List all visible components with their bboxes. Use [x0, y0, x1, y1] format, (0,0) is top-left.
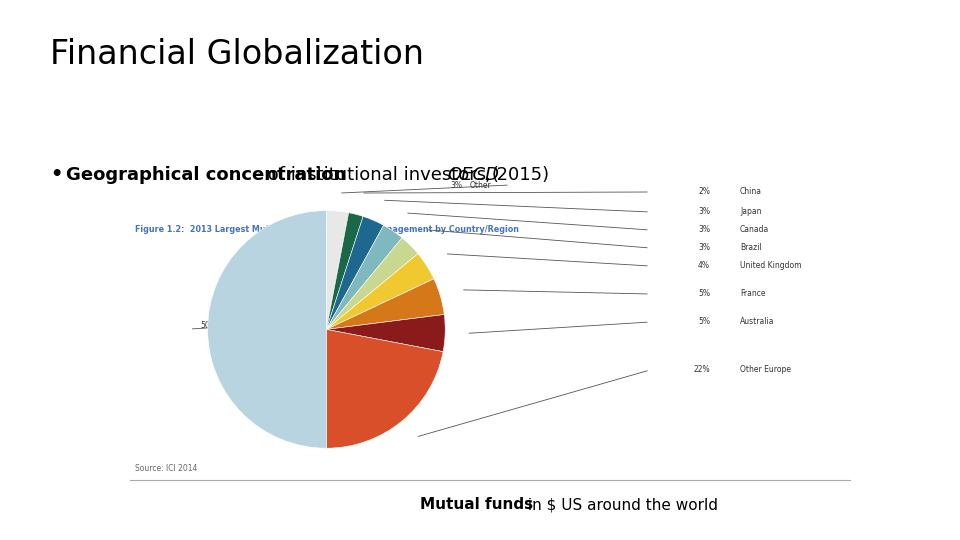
- Text: 5%: 5%: [698, 289, 710, 299]
- Text: Brazil: Brazil: [740, 244, 761, 253]
- Text: United Kingdom: United Kingdom: [740, 261, 802, 271]
- Text: Geographical concentration: Geographical concentration: [66, 166, 347, 184]
- Text: Canada: Canada: [740, 226, 769, 234]
- Wedge shape: [326, 238, 418, 329]
- Wedge shape: [326, 279, 444, 329]
- Text: Other Europe: Other Europe: [740, 366, 791, 375]
- Text: •: •: [50, 165, 62, 185]
- Text: Source: ICI 2014: Source: ICI 2014: [135, 464, 198, 473]
- Text: Japan: Japan: [740, 207, 761, 217]
- Wedge shape: [326, 314, 445, 352]
- Text: 3%: 3%: [698, 207, 710, 217]
- Text: Other: Other: [470, 180, 492, 190]
- Text: 22%: 22%: [693, 366, 710, 375]
- Wedge shape: [326, 211, 348, 329]
- Text: , 2015): , 2015): [485, 166, 549, 184]
- Text: China: China: [740, 187, 762, 197]
- Wedge shape: [207, 211, 326, 448]
- Wedge shape: [326, 217, 384, 329]
- Text: 4%: 4%: [698, 261, 710, 271]
- Text: Australia: Australia: [740, 318, 775, 327]
- Wedge shape: [326, 213, 363, 329]
- Text: Figure 1.2:  2013 Largest Mutual Fund Assets under Management by Country/Region: Figure 1.2: 2013 Largest Mutual Fund Ass…: [135, 225, 519, 234]
- Text: United States: United States: [220, 321, 272, 329]
- Wedge shape: [326, 329, 444, 448]
- Text: Financial Globalization: Financial Globalization: [50, 38, 424, 71]
- Text: 3%: 3%: [698, 244, 710, 253]
- Text: of institutional investors (: of institutional investors (: [262, 166, 499, 184]
- Text: 5%: 5%: [698, 318, 710, 327]
- Text: 3%: 3%: [450, 180, 462, 190]
- Text: 50%: 50%: [200, 321, 217, 329]
- Wedge shape: [326, 254, 434, 329]
- Text: Mutual funds: Mutual funds: [420, 497, 533, 512]
- Text: 3%: 3%: [698, 226, 710, 234]
- Text: in $ US around the world: in $ US around the world: [523, 497, 718, 512]
- Text: 2%: 2%: [698, 187, 710, 197]
- Wedge shape: [326, 225, 402, 329]
- Text: France: France: [740, 289, 765, 299]
- Text: OECD: OECD: [447, 166, 499, 184]
